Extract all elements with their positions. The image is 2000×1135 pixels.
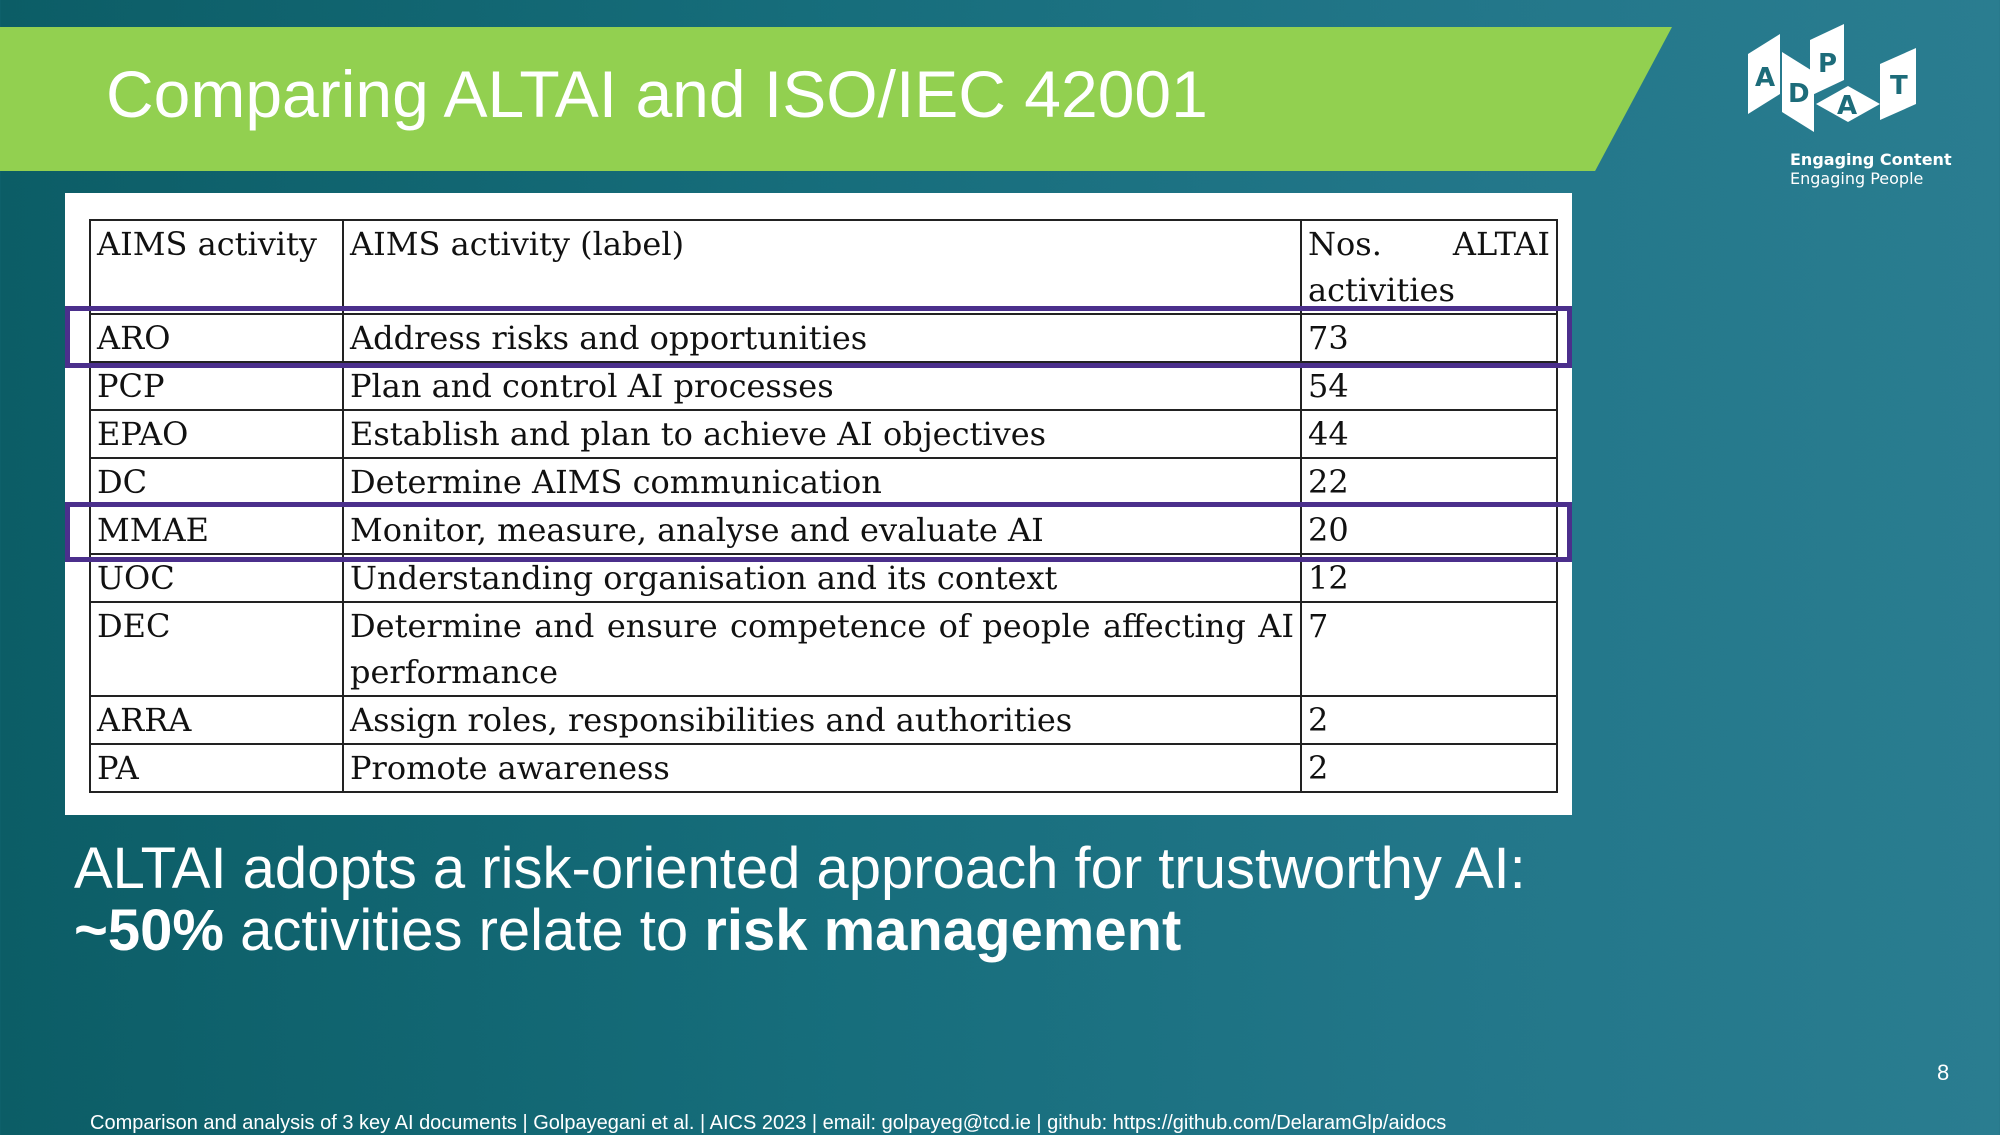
- row-code: ARO: [89, 313, 344, 363]
- summary-line-2: ~50% activities relate to risk managemen…: [74, 900, 1526, 962]
- row-count: 54: [1300, 361, 1558, 411]
- logo-letter-t: T: [1890, 71, 1908, 101]
- row-code: ARRA: [89, 695, 344, 745]
- header-aims-activity: AIMS activity: [89, 219, 344, 315]
- row-label: Establish and plan to achieve AI objecti…: [342, 409, 1302, 459]
- table-row: UOC Understanding organisation and its c…: [89, 553, 1558, 603]
- table-row: DC Determine AIMS communication 22: [89, 457, 1558, 507]
- row-count: 20: [1300, 505, 1558, 555]
- table-row: ARO Address risks and opportunities 73: [89, 313, 1558, 363]
- logo-letter-a2: A: [1837, 91, 1857, 121]
- table-row: EPAO Establish and plan to achieve AI ob…: [89, 409, 1558, 459]
- tagline-line-2: Engaging People: [1790, 169, 1924, 188]
- summary-middle: activities relate to: [223, 898, 705, 963]
- row-label: Determine AIMS communication: [342, 457, 1302, 507]
- tagline-line-1: Engaging Content: [1790, 150, 1952, 169]
- row-label: Assign roles, responsibilities and autho…: [342, 695, 1302, 745]
- logo-tile-a: [1748, 34, 1780, 114]
- row-label: Address risks and opportunities: [342, 313, 1302, 363]
- row-count: 44: [1300, 409, 1558, 459]
- row-code: DEC: [89, 601, 344, 697]
- slide-title: Comparing ALTAI and ISO/IEC 42001: [106, 57, 1208, 131]
- logo-letter-d: D: [1788, 79, 1810, 109]
- summary-line-1: ALTAI adopts a risk-oriented approach fo…: [74, 836, 1526, 901]
- header-nos-altai-activities: Nos. ALTAI activities: [1300, 219, 1558, 315]
- aims-activity-table: AIMS activity AIMS activity (label) Nos.…: [89, 219, 1558, 793]
- logo-letter-p: P: [1818, 49, 1837, 79]
- row-count: 12: [1300, 553, 1558, 603]
- row-code: MMAE: [89, 505, 344, 555]
- row-label: Plan and control AI processes: [342, 361, 1302, 411]
- logo-letter-a: A: [1755, 63, 1775, 93]
- summary-percent: ~50%: [74, 898, 224, 963]
- logo-tile-p: [1810, 24, 1844, 96]
- row-label: Determine and ensure competence of peopl…: [342, 601, 1302, 697]
- row-label: Monitor, measure, analyse and evaluate A…: [342, 505, 1302, 555]
- header-aims-activity-label: AIMS activity (label): [342, 219, 1302, 315]
- logo-tile-a2: [1816, 86, 1880, 122]
- logo-tagline: Engaging Content Engaging People: [1790, 150, 1952, 188]
- row-label: Understanding organisation and its conte…: [342, 553, 1302, 603]
- row-code: UOC: [89, 553, 344, 603]
- row-count: 2: [1300, 743, 1558, 793]
- table-row: ARRA Assign roles, responsibilities and …: [89, 695, 1558, 745]
- table-header-row: AIMS activity AIMS activity (label) Nos.…: [89, 219, 1558, 315]
- row-code: PCP: [89, 361, 344, 411]
- row-count: 2: [1300, 695, 1558, 745]
- table-row: PA Promote awareness 2: [89, 743, 1558, 793]
- row-code: DC: [89, 457, 344, 507]
- logo-tile-d: [1782, 52, 1814, 132]
- summary-text: ALTAI adopts a risk-oriented approach fo…: [74, 838, 1526, 962]
- logo-tile-t: [1880, 48, 1916, 120]
- title-banner: [0, 27, 1672, 171]
- row-count: 73: [1300, 313, 1558, 363]
- summary-risk-management: risk management: [704, 898, 1182, 963]
- row-code: EPAO: [89, 409, 344, 459]
- row-count: 22: [1300, 457, 1558, 507]
- table-row: PCP Plan and control AI processes 54: [89, 361, 1558, 411]
- table-row: MMAE Monitor, measure, analyse and evalu…: [89, 505, 1558, 555]
- table-row: DEC Determine and ensure competence of p…: [89, 601, 1558, 697]
- page-number: 8: [1937, 1060, 1950, 1085]
- row-count: 7: [1300, 601, 1558, 697]
- row-label: Promote awareness: [342, 743, 1302, 793]
- footer-citation: Comparison and analysis of 3 key AI docu…: [90, 1112, 1447, 1134]
- table-panel: AIMS activity AIMS activity (label) Nos.…: [65, 193, 1572, 815]
- row-code: PA: [89, 743, 344, 793]
- adapt-logo-icon: A D A P T: [1748, 24, 1916, 132]
